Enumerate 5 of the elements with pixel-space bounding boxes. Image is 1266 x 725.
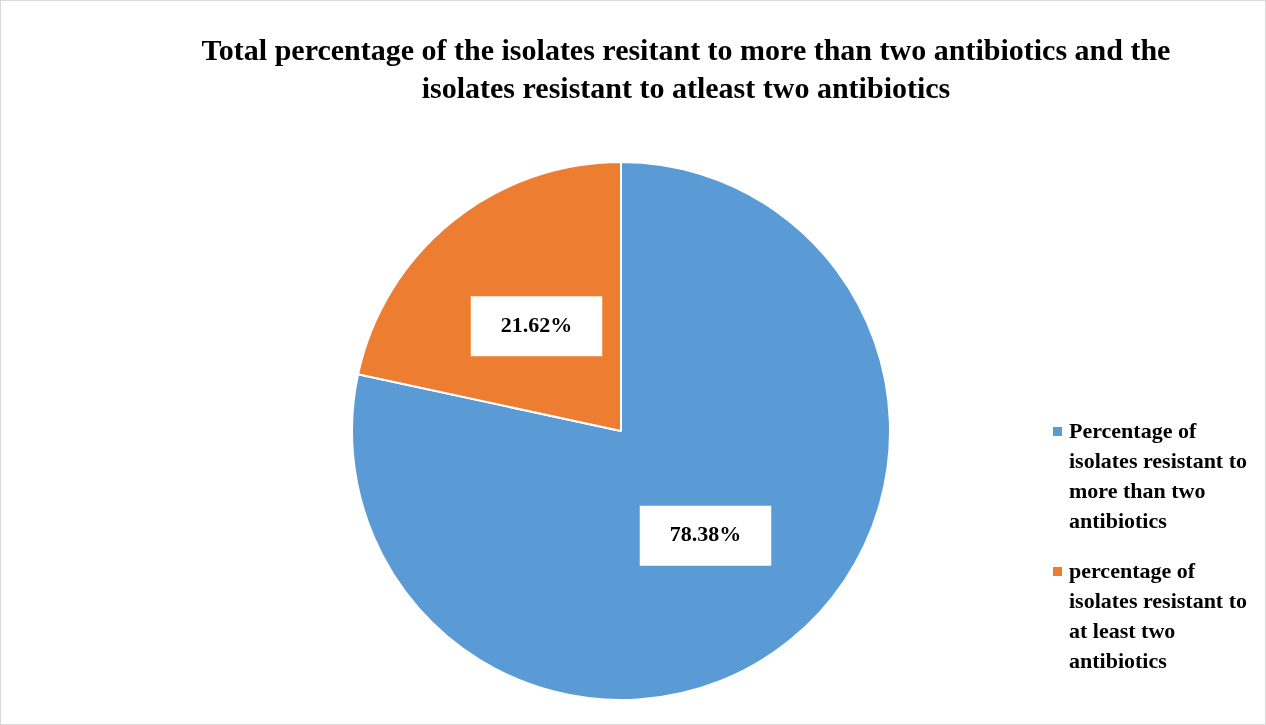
data-label: 78.38% [669, 521, 742, 547]
chart-title: Total percentage of the isolates resitant to more than two antibiotics and the isolates resistant to atleast two antibiotics [200, 32, 1172, 106]
legend-label: Percentage of isolates resistant to more than two antibiotics [1068, 417, 1249, 535]
legend-label: percentage of isolates resistant to at least two antibiotics [1068, 557, 1249, 675]
data-label: 21.62% [500, 312, 573, 338]
